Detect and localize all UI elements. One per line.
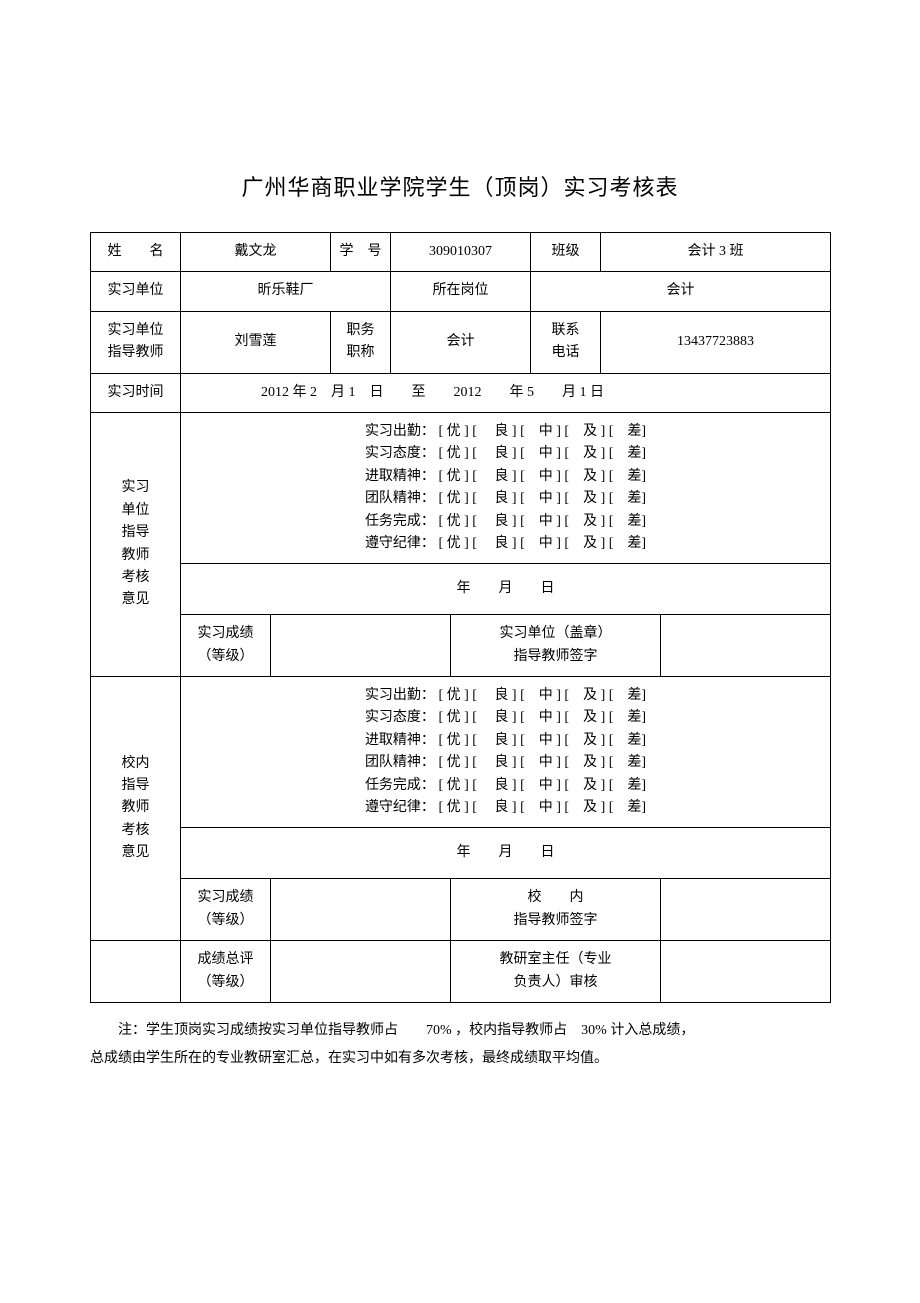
value-unit-sign bbox=[661, 615, 831, 677]
section-unit-teacher: 实习 单位 指导 教师 考核 意见 bbox=[91, 412, 181, 676]
footnote: 注：学生顶岗实习成绩按实习单位指导教师占 70% ，校内指导教师占 30% 计入… bbox=[90, 1017, 830, 1073]
value-teacher-title: 会计 bbox=[391, 311, 531, 373]
label-position: 所在岗位 bbox=[391, 272, 531, 311]
blank-cell bbox=[91, 941, 181, 1003]
label-unit: 实习单位 bbox=[91, 272, 181, 311]
ratings-unit: 实习出勤： [ 优 ] [ 良 ] [ 中 ] [ 及 ] [ 差] 实习态度：… bbox=[181, 412, 831, 563]
value-unit-grade bbox=[271, 615, 451, 677]
label-school-sign: 校 内 指导教师签字 bbox=[451, 879, 661, 941]
value-total-grade bbox=[271, 941, 451, 1003]
label-teacher-title: 职务 职称 bbox=[331, 311, 391, 373]
section-school-teacher: 校内 指导 教师 考核 意见 bbox=[91, 677, 181, 941]
value-phone: 13437723883 bbox=[601, 311, 831, 373]
value-unit: 昕乐鞋厂 bbox=[181, 272, 391, 311]
value-unit-teacher: 刘雪莲 bbox=[181, 311, 331, 373]
label-phone: 联系 电话 bbox=[531, 311, 601, 373]
value-dept-review bbox=[661, 941, 831, 1003]
value-position: 会计 bbox=[531, 272, 831, 311]
label-class: 班级 bbox=[531, 233, 601, 272]
label-dept-review: 教研室主任（专业 负责人）审核 bbox=[451, 941, 661, 1003]
date-unit: 年 月 日 bbox=[181, 564, 831, 615]
value-student-id: 309010307 bbox=[391, 233, 531, 272]
ratings-school: 实习出勤： [ 优 ] [ 良 ] [ 中 ] [ 及 ] [ 差] 实习态度：… bbox=[181, 677, 831, 828]
label-unit-teacher: 实习单位 指导教师 bbox=[91, 311, 181, 373]
label-student-id: 学 号 bbox=[331, 233, 391, 272]
label-name: 姓 名 bbox=[91, 233, 181, 272]
value-class: 会计 3 班 bbox=[601, 233, 831, 272]
label-total-grade: 成绩总评 （等级） bbox=[181, 941, 271, 1003]
value-period: 2012 年 2 月 1 日 至 2012 年 5 月 1 日 bbox=[181, 373, 831, 412]
label-unit-sign: 实习单位（盖章） 指导教师签字 bbox=[451, 615, 661, 677]
value-school-grade bbox=[271, 879, 451, 941]
page-title: 广州华商职业学院学生（顶岗）实习考核表 bbox=[90, 170, 830, 202]
label-unit-grade: 实习成绩 （等级） bbox=[181, 615, 271, 677]
value-name: 戴文龙 bbox=[181, 233, 331, 272]
date-school: 年 月 日 bbox=[181, 828, 831, 879]
value-school-sign bbox=[661, 879, 831, 941]
label-school-grade: 实习成绩 （等级） bbox=[181, 879, 271, 941]
assessment-table: 姓 名 戴文龙 学 号 309010307 班级 会计 3 班 实习单位 昕乐鞋… bbox=[90, 232, 831, 1003]
label-period: 实习时间 bbox=[91, 373, 181, 412]
